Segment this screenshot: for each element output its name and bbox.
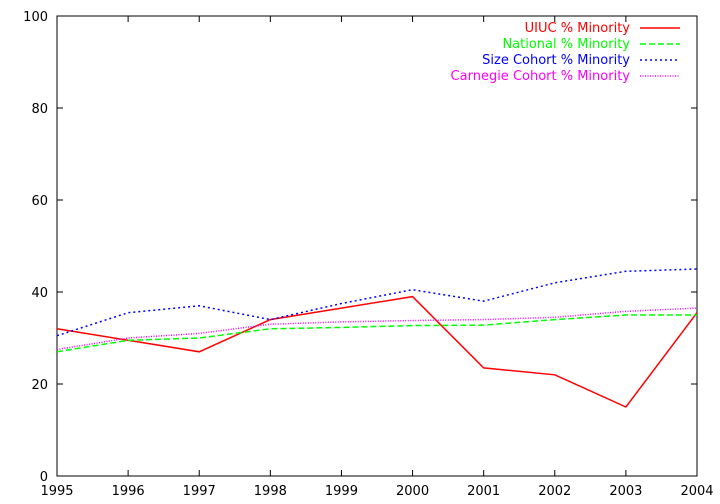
series-line-3	[56, 268, 698, 337]
axis-ticks	[56, 15, 698, 477]
plot-frame	[56, 15, 698, 477]
x-tick-label: 2001	[467, 484, 500, 499]
series-line-2	[56, 314, 697, 353]
legend-label: Size Cohort % Minority	[482, 53, 630, 68]
x-tick-label: 2002	[538, 484, 571, 499]
legend-label: UIUC % Minority	[525, 21, 631, 36]
x-tick-label: 2003	[609, 484, 642, 499]
y-tick-label: 100	[23, 10, 48, 25]
y-tick-label: 60	[31, 194, 48, 209]
legend-label: Carnegie Cohort % Minority	[451, 69, 631, 84]
y-tick-label: 80	[31, 102, 48, 117]
x-tick-label: 1998	[254, 484, 287, 499]
series-line-1	[56, 295, 698, 408]
x-tick-label: 1995	[40, 484, 73, 499]
y-tick-label: 20	[31, 378, 48, 393]
x-tick-label: 2000	[396, 484, 429, 499]
y-tick-label: 40	[31, 286, 48, 301]
x-tick-label: 1997	[183, 484, 216, 499]
x-tick-label: 1996	[112, 484, 145, 499]
series-lines	[56, 268, 698, 408]
series-line-4	[56, 307, 698, 351]
tick-labels: 0 20 40 60 80 100 1995 1996 1997 1998 1999 2000 2001…	[23, 10, 713, 499]
x-tick-label: 1999	[325, 484, 358, 499]
legend-label: National % Minority	[502, 37, 630, 52]
y-tick-label: 0	[40, 470, 48, 485]
x-tick-label: 2004	[680, 484, 713, 499]
